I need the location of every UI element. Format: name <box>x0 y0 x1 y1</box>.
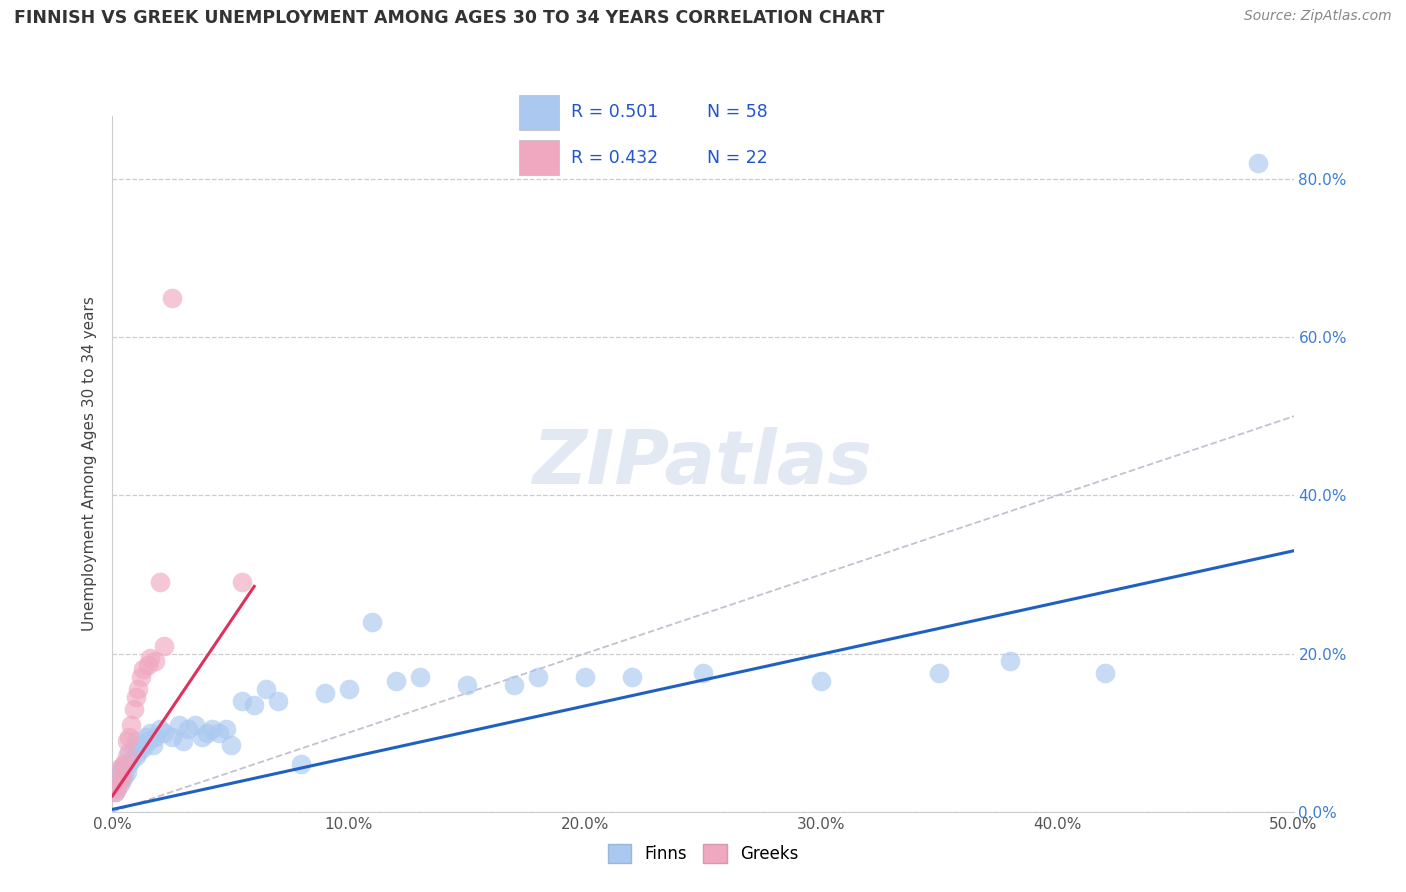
Point <box>105 780 128 795</box>
Point <box>111 769 134 783</box>
Point <box>215 722 238 736</box>
Point <box>120 717 142 731</box>
Point <box>129 670 152 684</box>
Point <box>112 769 135 783</box>
Point <box>105 780 128 795</box>
Point <box>118 757 141 772</box>
Point <box>254 682 277 697</box>
Point <box>108 773 131 788</box>
Point <box>143 655 166 669</box>
Point <box>177 722 200 736</box>
Text: R = 0.501: R = 0.501 <box>571 103 658 121</box>
Point <box>127 746 149 760</box>
Text: N = 22: N = 22 <box>707 149 768 167</box>
Point <box>160 730 183 744</box>
Point <box>153 725 176 739</box>
Point <box>928 666 950 681</box>
Point <box>1094 666 1116 681</box>
FancyBboxPatch shape <box>519 95 558 130</box>
Point <box>810 674 832 689</box>
Point <box>129 738 152 752</box>
Point <box>385 674 408 689</box>
Point <box>456 678 478 692</box>
Point <box>267 694 290 708</box>
Legend: Finns, Greeks: Finns, Greeks <box>600 837 806 870</box>
Point <box>153 639 176 653</box>
Point <box>692 666 714 681</box>
Point <box>111 761 134 775</box>
Point <box>118 746 141 760</box>
Point <box>115 749 138 764</box>
Text: N = 58: N = 58 <box>707 103 768 121</box>
Point <box>127 682 149 697</box>
Point <box>160 291 183 305</box>
Text: R = 0.432: R = 0.432 <box>571 149 658 167</box>
Point <box>195 725 218 739</box>
Point <box>125 749 148 764</box>
Point <box>120 753 142 767</box>
Point <box>167 717 190 731</box>
Point <box>621 670 644 684</box>
Point <box>105 769 128 783</box>
Point <box>290 757 312 772</box>
Point <box>184 717 207 731</box>
Point <box>136 658 159 673</box>
Point <box>191 730 214 744</box>
Point <box>337 682 360 697</box>
Point <box>108 765 131 780</box>
Text: Source: ZipAtlas.com: Source: ZipAtlas.com <box>1244 9 1392 23</box>
Point <box>111 773 134 788</box>
Point <box>998 655 1021 669</box>
Point <box>526 670 548 684</box>
Point <box>135 730 157 744</box>
Point <box>361 615 384 629</box>
Point <box>149 575 172 590</box>
Point <box>503 678 526 692</box>
Point <box>231 575 253 590</box>
Point <box>149 722 172 736</box>
Point <box>139 725 162 739</box>
Point <box>132 662 155 676</box>
Point <box>115 765 138 780</box>
Text: ZIPatlas: ZIPatlas <box>533 427 873 500</box>
Point <box>118 730 141 744</box>
Point <box>125 733 148 747</box>
Point <box>125 690 148 704</box>
Point <box>208 725 231 739</box>
Point <box>143 730 166 744</box>
Point <box>219 738 242 752</box>
Point <box>112 757 135 772</box>
Y-axis label: Unemployment Among Ages 30 to 34 years: Unemployment Among Ages 30 to 34 years <box>82 296 97 632</box>
Text: FINNISH VS GREEK UNEMPLOYMENT AMONG AGES 30 TO 34 YEARS CORRELATION CHART: FINNISH VS GREEK UNEMPLOYMENT AMONG AGES… <box>14 9 884 27</box>
Point <box>136 733 159 747</box>
Point <box>104 785 127 799</box>
Point <box>112 757 135 772</box>
Point <box>231 694 253 708</box>
Point <box>243 698 266 712</box>
Point <box>172 733 194 747</box>
Point <box>115 733 138 747</box>
Point <box>104 785 127 799</box>
Point <box>314 686 336 700</box>
Point <box>408 670 430 684</box>
Point <box>122 741 145 756</box>
Point <box>132 741 155 756</box>
Point <box>139 650 162 665</box>
Point <box>201 722 224 736</box>
Point <box>1247 156 1270 170</box>
Point <box>122 702 145 716</box>
Point <box>108 761 131 775</box>
Point <box>142 738 165 752</box>
FancyBboxPatch shape <box>519 140 558 175</box>
Point <box>108 777 131 791</box>
Point <box>574 670 596 684</box>
